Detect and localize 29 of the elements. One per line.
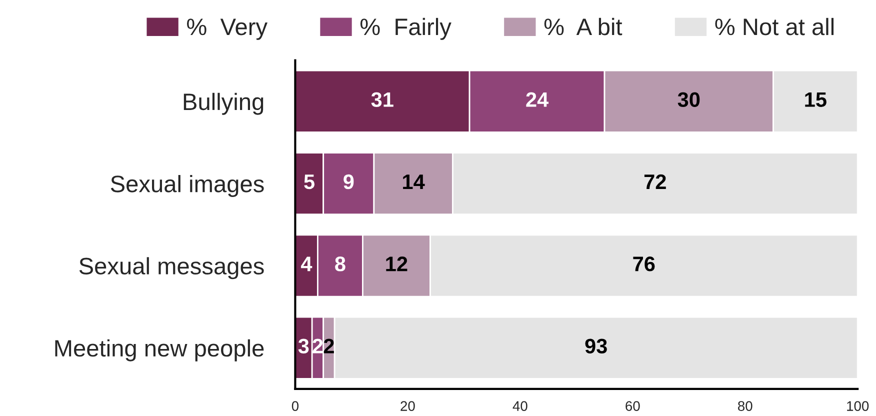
data-label: 24 (526, 92, 549, 107)
data-label: 9 (344, 174, 354, 190)
data-label: 76 (633, 256, 655, 272)
x-tick-label: 20 (400, 401, 415, 411)
data-label: 72 (644, 174, 666, 189)
legend-label: % Not at all (715, 18, 834, 36)
data-label: 14 (403, 174, 425, 189)
data-label: 15 (805, 92, 826, 107)
data-label: 8 (335, 256, 346, 272)
data-label: 3 (298, 338, 309, 354)
data-label: 12 (386, 256, 408, 272)
legend-label: % A bit (544, 18, 622, 36)
data-label: 4 (300, 256, 312, 272)
data-label: 30 (678, 92, 700, 108)
x-tick-label: 80 (738, 401, 752, 411)
data-label: 93 (585, 338, 607, 354)
y-tick-label: Sexual messages (79, 257, 264, 280)
legend-label: % Very (187, 18, 268, 40)
x-tick-label: 0 (292, 401, 299, 411)
y-tick-label: Sexual images (110, 175, 264, 198)
x-tick-label: 100 (847, 401, 869, 411)
data-label: 31 (371, 92, 394, 108)
legend-label: % Fairly (360, 18, 452, 40)
x-tick-label: 40 (512, 401, 528, 411)
data-label: 5 (304, 174, 314, 190)
y-tick-label: Meeting new people (55, 339, 264, 362)
y-tick-label: Bullying (184, 92, 264, 115)
data-label: 2 (324, 338, 334, 354)
x-tick-label: 60 (626, 401, 640, 411)
